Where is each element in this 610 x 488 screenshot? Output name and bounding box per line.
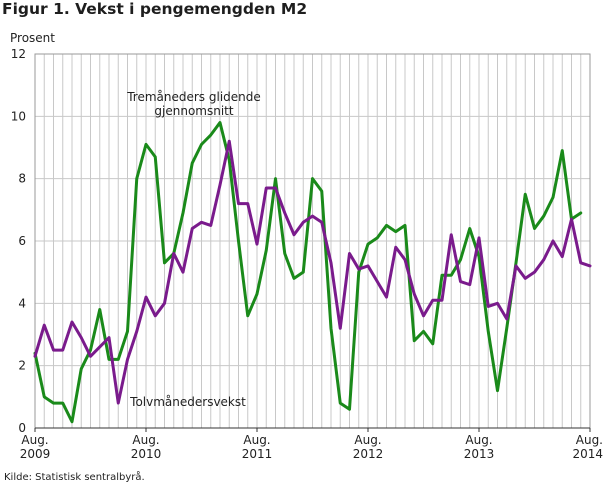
y-tick-label: 4 bbox=[18, 296, 26, 310]
grid bbox=[35, 54, 590, 428]
series-line-tremaneders bbox=[33, 121, 583, 424]
y-tick-label: 10 bbox=[11, 109, 26, 123]
x-tick-label: Aug. bbox=[465, 433, 492, 447]
y-tick-label: 2 bbox=[18, 359, 26, 373]
x-tick-label: Aug. bbox=[132, 433, 159, 447]
y-axis-label: Prosent bbox=[10, 31, 55, 45]
plot-frame bbox=[34, 53, 591, 429]
x-tick-label: 2012 bbox=[353, 447, 384, 461]
x-axis-ticks: Aug.2009Aug.2010Aug.2011Aug.2012Aug.2013… bbox=[20, 428, 603, 461]
y-tick-label: 0 bbox=[18, 421, 26, 435]
x-tick-label: 2009 bbox=[20, 447, 51, 461]
y-tick-label: 12 bbox=[11, 47, 26, 61]
series-lines bbox=[33, 121, 592, 424]
x-tick-label: 2013 bbox=[464, 447, 495, 461]
x-tick-label: Aug. bbox=[243, 433, 270, 447]
y-tick-label: 8 bbox=[18, 172, 26, 186]
x-tick-label: 2010 bbox=[131, 447, 162, 461]
annotation-label: Tolvmånedersvekst bbox=[129, 395, 246, 409]
chart-title: Figur 1. Vekst i pengemengden M2 bbox=[2, 0, 308, 18]
x-tick-label: 2014 bbox=[572, 447, 603, 461]
annotation-label: gjennomsnitt bbox=[154, 104, 233, 118]
annotation-label: Tremåneders glidende bbox=[126, 90, 261, 104]
x-tick-label: Aug. bbox=[576, 433, 603, 447]
x-tick-label: Aug. bbox=[354, 433, 381, 447]
y-tick-label: 6 bbox=[18, 234, 26, 248]
y-axis-ticks: 0 2 4 6 8 10 12 bbox=[11, 47, 26, 435]
x-tick-label: Aug. bbox=[21, 433, 48, 447]
series-line-tolvmaneders bbox=[33, 139, 592, 405]
source-note: Kilde: Statistisk sentralbyrå. bbox=[4, 472, 145, 483]
x-tick-label: 2011 bbox=[242, 447, 273, 461]
